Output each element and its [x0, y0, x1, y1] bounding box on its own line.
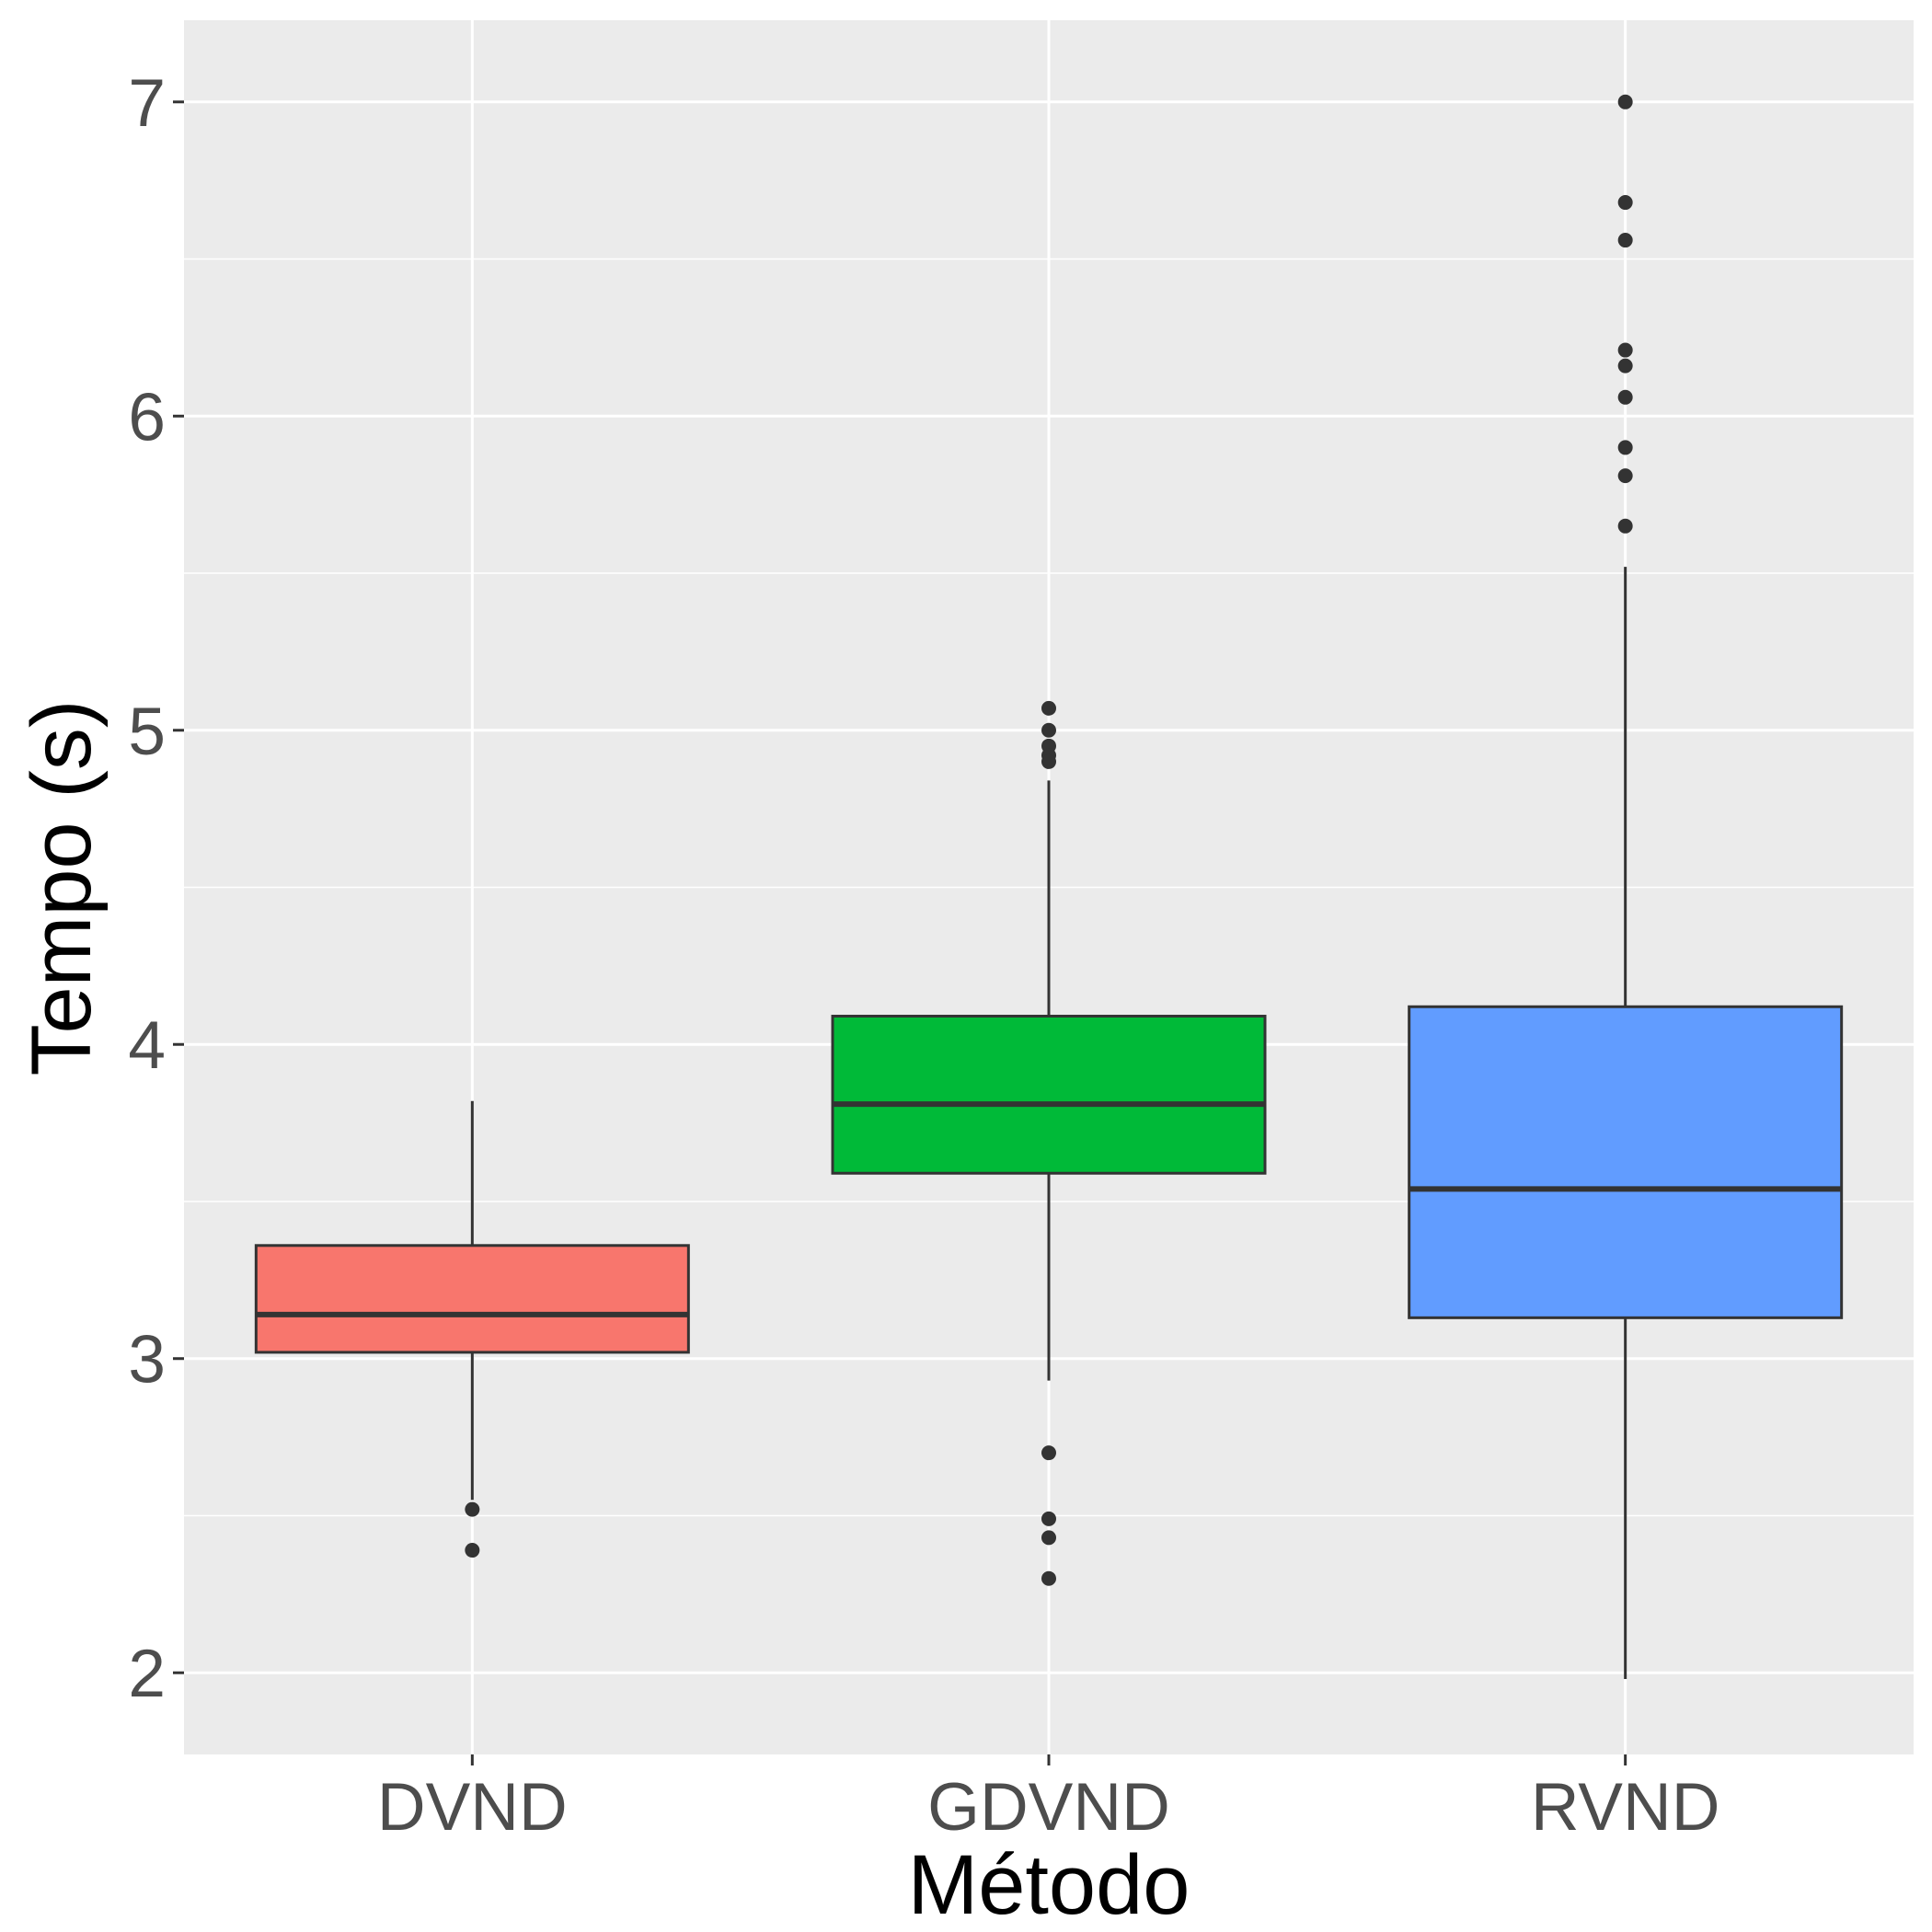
x-tick-label: DVND — [377, 1770, 568, 1845]
box-iqr — [254, 1244, 690, 1354]
outlier-point — [1617, 468, 1633, 484]
outlier-point — [1617, 358, 1633, 374]
y-tick-label: 7 — [128, 66, 166, 141]
box-gdvnd — [831, 700, 1267, 1586]
outlier-point — [465, 1543, 480, 1558]
outlier-point — [1617, 440, 1633, 455]
outlier-point — [1617, 195, 1633, 211]
y-tick-label: 6 — [128, 380, 166, 454]
y-tick-label: 3 — [128, 1323, 166, 1397]
outlier-point — [1041, 1445, 1056, 1461]
boxes — [254, 94, 1844, 1680]
outlier-point — [1617, 233, 1633, 248]
outlier-point — [1617, 389, 1633, 405]
y-tick-label: 4 — [128, 1008, 166, 1083]
y-axis-title: Tempo (s) — [15, 700, 109, 1076]
outlier-point — [465, 1501, 480, 1517]
box-dvnd — [254, 1100, 690, 1558]
outlier-point — [1041, 753, 1056, 769]
x-axis-title: Método — [908, 1838, 1190, 1932]
y-tick-label: 5 — [128, 695, 166, 769]
outlier-point — [1041, 700, 1056, 716]
outlier-point — [1041, 722, 1056, 738]
y-tick-label: 2 — [128, 1637, 166, 1711]
axes: 2 3 4 5 6 7 DVND GDVND RVND — [128, 66, 1719, 1845]
outlier-point — [1617, 94, 1633, 109]
outlier-point — [1617, 342, 1633, 358]
outlier-point — [1041, 1511, 1056, 1526]
outlier-point — [1041, 1570, 1056, 1586]
x-tick-label: RVND — [1531, 1770, 1720, 1845]
outlier-point — [1041, 1530, 1056, 1546]
x-tick-label: GDVND — [927, 1770, 1170, 1845]
box-iqr — [1408, 1005, 1844, 1319]
outlier-point — [1617, 518, 1633, 534]
box-rvnd — [1408, 94, 1844, 1680]
box-iqr — [831, 1015, 1267, 1175]
